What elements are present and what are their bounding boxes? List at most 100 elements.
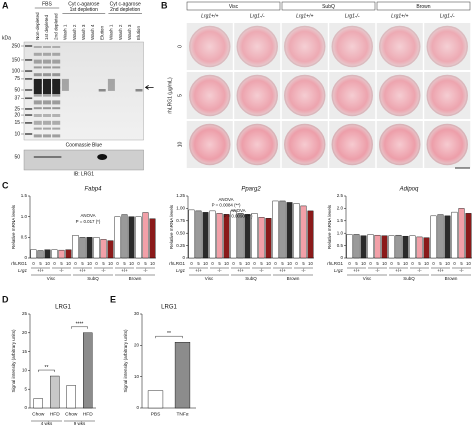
bar [416, 236, 423, 259]
bar [66, 385, 76, 409]
band [43, 93, 51, 97]
bar [58, 249, 65, 259]
bar [72, 235, 79, 259]
marker-label: 37 [14, 96, 20, 102]
bar [265, 218, 272, 259]
chart-title: LRG1 [55, 305, 71, 311]
band [52, 78, 61, 94]
band [43, 114, 51, 117]
supergroup-label: Brown [129, 276, 142, 281]
dose-label: 5 [177, 94, 183, 97]
well [331, 123, 373, 166]
band [43, 134, 51, 138]
blot [23, 149, 144, 171]
ladder-band [25, 59, 33, 61]
x-tick-label: 10 [66, 261, 71, 266]
bar [409, 235, 416, 259]
lane-group-label: Cyt c-agarose [68, 1, 99, 7]
band [52, 127, 61, 130]
x-tick-label: 5 [197, 261, 200, 266]
category-title: rhLRG1 [11, 261, 27, 266]
bar [135, 216, 142, 259]
group-label: +/+ [237, 268, 244, 273]
lane-label: Wash 3 [127, 24, 132, 40]
band [52, 120, 61, 125]
y-axis-label: Relative mRNA levels [169, 204, 174, 249]
category-title: rhLRG1 [169, 261, 185, 266]
x-tick-label: 0 [274, 261, 277, 266]
x-tick-label: 10 [424, 261, 429, 266]
x-tick-label: 0 [232, 261, 235, 266]
bar [223, 214, 230, 259]
bar [216, 213, 223, 259]
ladder-band [25, 45, 33, 47]
well [189, 74, 231, 117]
chart-title: Fabp4 [84, 187, 102, 193]
sig-bracket [38, 369, 55, 373]
y-tick-label: 2.5 [337, 193, 344, 198]
x-tick-label: 10 [466, 261, 471, 266]
x-tick-label: 5 [460, 261, 463, 266]
group-label: +/+ [279, 268, 286, 273]
x-tick-label: 5 [355, 261, 358, 266]
well [236, 25, 278, 68]
y-axis-label: Relative mRNA levels [11, 204, 16, 249]
x-tick-label: PBS [151, 411, 161, 417]
x-tick-label: 0 [116, 261, 119, 266]
x-tick-label: 10 [308, 261, 313, 266]
bar [107, 240, 114, 259]
supergroup-label: SubQ [403, 276, 415, 281]
x-tick-label: 0 [95, 261, 98, 266]
annotation: ANOVA [230, 208, 245, 213]
band [33, 73, 42, 77]
bar [44, 249, 51, 259]
lane-group-label: 1st depletion [70, 7, 99, 13]
well [284, 74, 326, 117]
lane-label: Wash 1 [109, 24, 114, 40]
y-tick-label: 25 [22, 311, 28, 316]
gel [23, 41, 144, 141]
lane-label: 2nd depleted [53, 13, 58, 40]
y-tick-label: 0.50 [176, 230, 185, 235]
x-tick-label: 10 [150, 261, 155, 266]
band [33, 46, 42, 48]
dose-label: 10 [177, 142, 183, 148]
bar [86, 237, 93, 259]
marker-label: 15 [14, 120, 20, 126]
bar [437, 214, 444, 259]
well [331, 74, 373, 117]
x-tick-label: 10 [266, 261, 271, 266]
y-tick-label: 1.5 [337, 218, 344, 223]
genotype-label: Lrg1+/+ [201, 13, 218, 19]
bar [142, 212, 149, 259]
group-label: 4 wks [41, 421, 53, 426]
bar [388, 235, 395, 259]
x-tick-label: 5 [218, 261, 221, 266]
ladder-band [25, 78, 33, 80]
x-tick-label: 5 [81, 261, 84, 266]
depot-label: Brown [416, 4, 430, 10]
bar [430, 215, 437, 259]
y-tick-label: 1.25 [176, 193, 185, 198]
bar [465, 213, 472, 259]
bar [272, 200, 279, 259]
bar [300, 205, 307, 259]
depot-header [376, 1, 471, 11]
bar [147, 390, 164, 409]
ladder-band [25, 114, 33, 116]
x-tick-label: 10 [287, 261, 292, 266]
well [379, 25, 421, 68]
group-label: +/+ [37, 268, 44, 273]
group-title: Lrg1 [334, 268, 344, 273]
genotype-label: Lrg1+/+ [391, 13, 408, 19]
x-tick-label: HFD [50, 411, 60, 417]
band [52, 73, 61, 77]
band [52, 134, 61, 138]
ladder-band [25, 97, 33, 100]
bar [346, 234, 353, 259]
band [52, 100, 61, 105]
x-tick-label: 0 [453, 261, 456, 266]
supergroup-label: Brown [287, 276, 300, 281]
